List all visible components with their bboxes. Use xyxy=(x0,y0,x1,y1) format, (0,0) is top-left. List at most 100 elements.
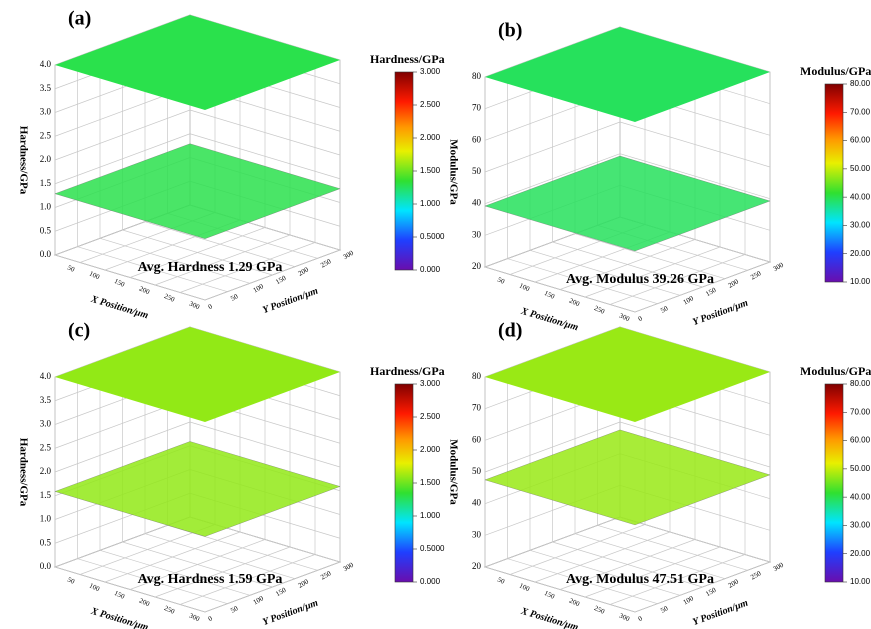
surface xyxy=(484,429,771,526)
y-tick-label: 150 xyxy=(704,286,718,298)
y-tick-label: 50 xyxy=(659,604,669,615)
x-tick-label: 200 xyxy=(568,297,581,309)
z-tick-label: 4.0 xyxy=(40,59,52,69)
colorbar-tick-label: 30.00 xyxy=(850,521,871,530)
y-tick-label: 250 xyxy=(319,257,333,269)
z-tick-label: 70 xyxy=(472,403,482,413)
y-tick-label: 200 xyxy=(297,265,311,277)
projected-map xyxy=(55,327,340,422)
x-tick-label: 50 xyxy=(66,576,76,586)
y-tick-label: 0 xyxy=(637,314,644,323)
y-tick-label: 0 xyxy=(207,302,214,311)
colorbar-tick-label: 3.000 xyxy=(420,379,441,388)
z-tick-label: 80 xyxy=(472,371,482,381)
z-axis-label: Hardness/GPa xyxy=(17,438,29,507)
colorbar-tick-label: 2.000 xyxy=(420,445,441,454)
surface xyxy=(484,155,771,252)
colorbar-tick-label: 70.00 xyxy=(850,107,871,116)
colorbar xyxy=(394,383,414,583)
colorbar-tick-label: 60.00 xyxy=(850,436,871,445)
z-tick-label: 0.5 xyxy=(40,537,52,547)
colorbar-tick-label: 0.000 xyxy=(420,265,441,274)
y-tick-label: 200 xyxy=(727,277,741,289)
z-tick-label: 80 xyxy=(472,71,482,81)
z-tick-label: 40 xyxy=(472,198,482,208)
x-tick-label: 300 xyxy=(188,612,201,624)
z-tick-label: 3.5 xyxy=(40,395,52,405)
y-grid-line xyxy=(144,533,296,580)
y-tick-label: 250 xyxy=(749,269,763,281)
colorbar-tick-label: 3.000 xyxy=(420,67,441,76)
z-tick-label: 40 xyxy=(472,498,482,508)
y-grid-line xyxy=(99,237,251,284)
x-tick-label: 200 xyxy=(138,597,151,609)
y-tick-label: 250 xyxy=(749,569,763,581)
y-grid-line xyxy=(529,549,681,596)
y-tick-label: 300 xyxy=(772,261,786,273)
z-tick-label: 1.0 xyxy=(40,514,52,524)
z-axis-label: Modulus/GPa xyxy=(447,439,459,505)
y-tick-label: 50 xyxy=(229,292,239,303)
x-tick-label: 100 xyxy=(88,270,101,282)
y-grid-line xyxy=(597,524,748,571)
colorbar-tick-label: 50.00 xyxy=(850,164,871,173)
y-tick-label: 50 xyxy=(229,604,239,615)
colorbar-tick-label: 1.000 xyxy=(420,511,441,520)
y-tick-label: 300 xyxy=(772,561,786,573)
x-axis-label: X Position/μm xyxy=(89,605,150,629)
y-grid-line xyxy=(574,533,726,580)
z-tick-label: 1.5 xyxy=(40,178,52,188)
y-grid-line xyxy=(144,221,296,268)
z-tick-label: 2.5 xyxy=(40,130,52,140)
colorbar-tick-label: 1.500 xyxy=(420,478,441,487)
x-tick-label: 150 xyxy=(113,589,126,601)
z-axis-label: Modulus/GPa xyxy=(447,139,459,205)
projected-map xyxy=(55,15,340,110)
z-tick-label: 2.0 xyxy=(40,154,52,164)
x-tick-label: 150 xyxy=(543,589,556,601)
x-tick-label: 50 xyxy=(496,276,506,286)
x-tick-label: 150 xyxy=(543,289,556,301)
z-tick-label: 3.0 xyxy=(40,107,52,117)
y-grid-line xyxy=(552,541,703,588)
z-tick-label: 30 xyxy=(472,229,482,239)
colorbar-tick-label: 60.00 xyxy=(850,136,871,145)
y-axis-label: Y Position/μm xyxy=(691,597,750,628)
z-axis-label: Hardness/GPa xyxy=(17,126,29,195)
z-tick-label: 3.0 xyxy=(40,419,52,429)
y-grid-line xyxy=(507,558,658,605)
x-tick-label: 150 xyxy=(113,277,126,289)
colorbar-title: Hardness/GPa xyxy=(370,52,445,66)
projected-map xyxy=(485,27,770,122)
colorbar-tick-label: 30.00 xyxy=(850,221,871,230)
colorbar-tick-label: 70.00 xyxy=(850,407,871,416)
x-tick-label: 250 xyxy=(163,292,176,304)
colorbar-tick-label: 10.00 xyxy=(850,577,871,586)
colorbar xyxy=(394,71,414,271)
colorbar-tick-label: 0.5000 xyxy=(420,232,445,241)
y-grid-line xyxy=(77,558,228,605)
colorbar-tick-label: 40.00 xyxy=(850,192,871,201)
y-axis-label: Y Position/μm xyxy=(261,597,320,628)
y-grid-line xyxy=(484,266,636,313)
projected-map xyxy=(485,327,770,422)
y-tick-label: 100 xyxy=(682,294,696,306)
panel-label: (c) xyxy=(68,320,90,342)
y-tick-label: 250 xyxy=(319,569,333,581)
colorbar-tick-label: 10.00 xyxy=(850,277,871,286)
y-tick-label: 0 xyxy=(207,614,214,623)
y-tick-label: 150 xyxy=(274,274,288,286)
y-tick-label: 300 xyxy=(342,561,356,573)
colorbar xyxy=(824,383,844,583)
y-grid-line xyxy=(507,258,658,305)
colorbar-tick-label: 2.500 xyxy=(420,100,441,109)
annotation: Avg. Modulus 39.26 GPa xyxy=(566,272,714,287)
colorbar-tick-label: 80.00 xyxy=(850,379,871,388)
colorbar-tick-label: 2.000 xyxy=(420,133,441,142)
z-tick-label: 50 xyxy=(472,166,482,176)
y-grid-line xyxy=(122,541,273,588)
y-grid-line xyxy=(122,229,273,276)
z-tick-label: 4.0 xyxy=(40,371,52,381)
x-tick-label: 250 xyxy=(163,604,176,616)
y-grid-line xyxy=(619,516,771,563)
